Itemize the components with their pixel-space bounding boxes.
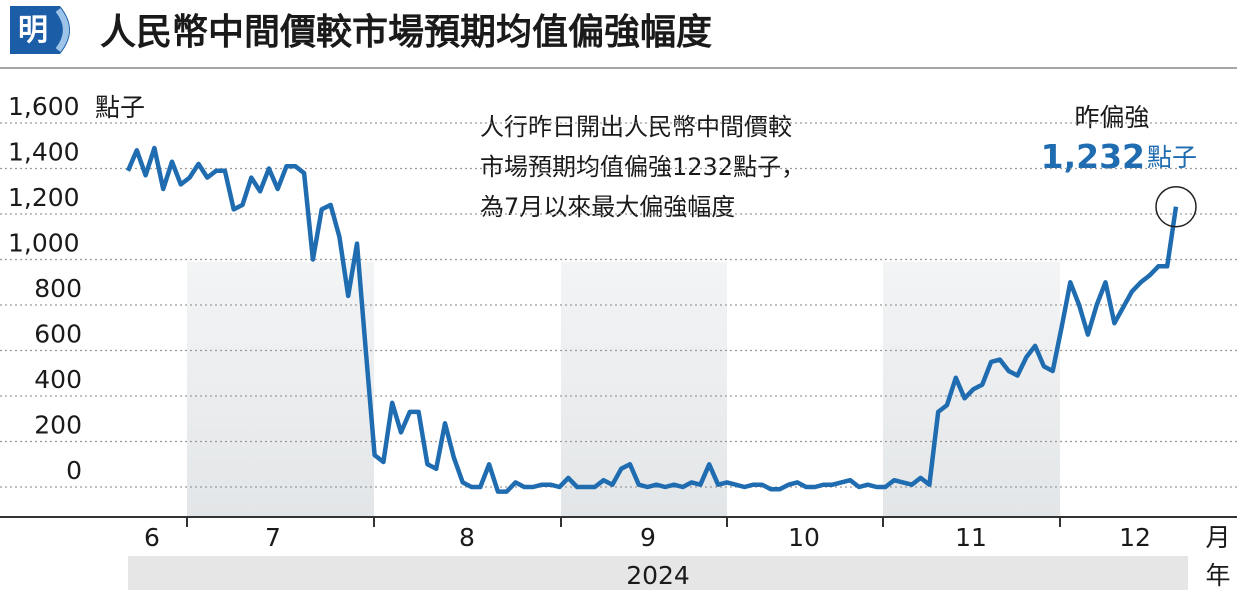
y-tick-label: 1,200	[8, 183, 80, 212]
annotation: 人行昨日開出人民幣中間價較	[480, 113, 792, 141]
y-unit: 點子	[95, 93, 145, 122]
year-band	[128, 556, 1188, 590]
x-tick-label: 9	[640, 523, 656, 552]
chart-title: 人民幣中間價較市場預期均值偏強幅度	[100, 12, 712, 53]
year-unit: 年	[1205, 561, 1230, 590]
value-label: 1,232	[1041, 137, 1145, 176]
y-tick-label: 1,600	[8, 92, 80, 121]
y-tick-label: 0	[66, 456, 82, 485]
x-tick-label: 8	[459, 523, 475, 552]
month-band	[561, 262, 727, 517]
y-tick-label: 600	[34, 320, 82, 349]
logo: 明	[18, 13, 48, 48]
line-series	[125, 145, 1179, 494]
y-tick-label: 800	[34, 274, 82, 303]
x-unit: 月	[1205, 523, 1230, 552]
y-tick-label: 1,000	[8, 229, 80, 258]
annotation: 為7月以來最大偏強幅度	[480, 193, 735, 221]
x-tick-label: 12	[1119, 523, 1151, 552]
month-band	[187, 262, 374, 517]
x-tick-label: 11	[955, 523, 987, 552]
y-tick-label: 400	[34, 365, 82, 394]
year-label: 2024	[626, 561, 690, 590]
annotation: 市場預期均值偏強1232點子，	[480, 153, 805, 181]
x-tick-label: 7	[265, 523, 281, 552]
x-tick-label: 10	[788, 523, 820, 552]
x-tick-label: 6	[144, 523, 160, 552]
highlight-circle	[1155, 185, 1197, 228]
y-tick-label: 200	[34, 411, 82, 440]
logo-arc	[55, 8, 69, 52]
highlight-label: 昨偏強	[1074, 103, 1149, 132]
logo-shape	[10, 6, 70, 54]
highlight-unit: 點子	[1147, 143, 1197, 172]
y-tick-label: 1,400	[8, 138, 80, 167]
